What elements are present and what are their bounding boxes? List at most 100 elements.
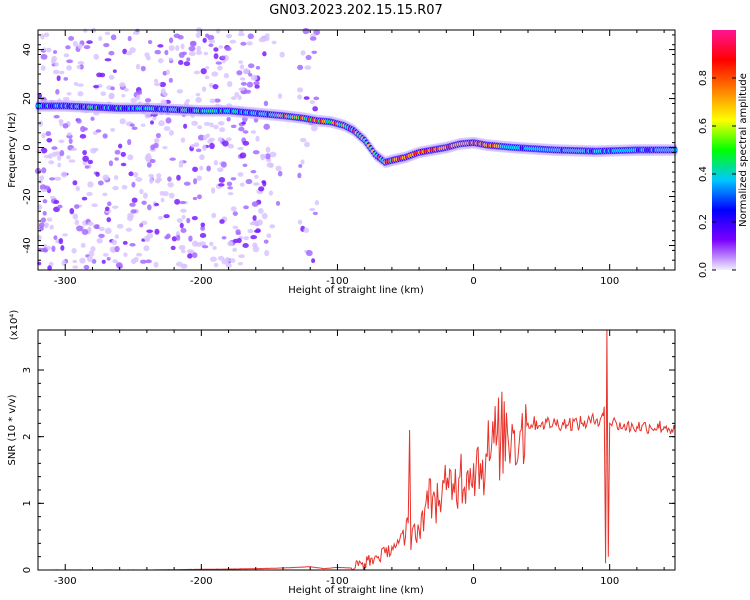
- spectrogram-noise-cell: [46, 245, 52, 250]
- snr-x-ticks: -300 -200 -100 0 100: [37, 330, 665, 587]
- spectrogram-noise-cell: [114, 234, 119, 239]
- spectrogram-noise-cell: [104, 58, 112, 62]
- spectrogram-noise-cell: [146, 162, 152, 168]
- spectrogram-noise-cell: [46, 137, 53, 143]
- spectrogram-noise-cell: [135, 63, 141, 70]
- spectrogram-noise-cell: [141, 200, 147, 205]
- spectrogram-noise-cell: [226, 33, 233, 39]
- spectrogram-noise-cell: [263, 100, 269, 107]
- spectrogram-noise-cell: [76, 83, 84, 87]
- spectrogram-noise-cell: [137, 90, 143, 95]
- spectrogram-noise-cell: [204, 33, 210, 38]
- spectrogram-noise-cell: [51, 146, 58, 150]
- spectrogram-noise-cell: [114, 149, 121, 155]
- spectrogram-noise-cell: [165, 69, 170, 75]
- spectrogram-noise-cell: [83, 127, 88, 131]
- spectrogram-noise-cell: [41, 133, 46, 139]
- spectrogram-noise-cell: [192, 252, 198, 259]
- spectrogram-noise-cell: [146, 229, 154, 233]
- spectrogram-noise-cell: [133, 171, 139, 178]
- spectrogram-noise-cell: [152, 115, 157, 121]
- spectrogram-noise-cell: [95, 224, 100, 230]
- spectrogram-noise-cell: [242, 130, 249, 134]
- spectrogram-noise-cell: [127, 35, 132, 42]
- spectrogram-noise-cell: [197, 134, 205, 141]
- spectrogram-noise-cell: [252, 215, 257, 221]
- spectrogram-noise-cell: [69, 207, 75, 215]
- spectrogram-noise-cell: [110, 34, 117, 41]
- spectrogram-noise-cell: [158, 58, 164, 64]
- spectrogram-noise-cell: [48, 261, 54, 267]
- spectrogram-noise-cell: [275, 165, 282, 172]
- spectrogram-noise-cell: [250, 169, 257, 174]
- spectrogram-noise-cell: [53, 200, 60, 205]
- spectrogram-noise-cell: [43, 32, 50, 38]
- snr-y-tick-label: 1: [22, 500, 33, 506]
- spectrogram-noise-cell: [79, 257, 86, 264]
- spectrogram-noise-cell: [197, 194, 202, 200]
- spectrogram-noise-cell: [237, 32, 245, 37]
- spectrogram-noise-cell: [139, 188, 144, 195]
- spectrogram-noise-cell: [72, 265, 79, 269]
- spectrogram-noise-cell: [237, 172, 244, 177]
- spectrogram-noise-cell: [176, 89, 184, 94]
- spectrogram-noise-cell: [102, 174, 110, 181]
- spectrogram-noise-cell: [312, 106, 318, 112]
- snr-y-tick-label: 0: [22, 567, 33, 573]
- spectrogram-noise-cell: [143, 192, 148, 199]
- spectrogram-noise-cell: [155, 132, 161, 139]
- spectrogram-noise-cell: [112, 259, 119, 264]
- spectrogram-noise-cell: [212, 84, 219, 90]
- spectrogram-noise-cell: [46, 47, 52, 53]
- spectrogram-marks: [34, 27, 678, 271]
- spectrogram-noise-cell: [279, 51, 285, 58]
- spectrogram-noise-cell: [111, 205, 119, 209]
- spectrogram-noise-cell: [186, 217, 191, 224]
- spectrogram-noise-cell: [304, 65, 312, 70]
- colorbar-ticks: 0.0 0.2 0.4 0.6 0.8: [698, 70, 736, 278]
- spectrogram-noise-cell: [250, 234, 258, 240]
- spectrogram-noise-cell: [264, 249, 270, 257]
- spectrogram-noise-cell: [202, 134, 208, 141]
- spectrogram-noise-cell: [62, 96, 70, 101]
- spectrogram-noise-cell: [96, 72, 103, 78]
- spectrogram-noise-cell: [196, 175, 202, 181]
- spectrogram-noise-cell: [195, 32, 201, 39]
- spectrogram-noise-cell: [226, 116, 231, 122]
- spectrogram-noise-cell: [213, 53, 219, 60]
- snr-y-label: SNR (10 * v/v): [7, 394, 18, 465]
- spectrogram-noise-cell: [255, 65, 261, 70]
- spectrogram-noise-cell: [129, 242, 136, 247]
- spectrogram-noise-cell: [119, 118, 126, 125]
- spectrogram-noise-cell: [227, 143, 235, 149]
- spectrogram-x-tick-label: -100: [326, 276, 349, 287]
- spectrogram-noise-cell: [217, 121, 225, 126]
- spectrogram-noise-cell: [263, 239, 269, 244]
- spectrogram-noise-cell: [62, 123, 69, 129]
- spectrogram-noise-cell: [131, 126, 138, 130]
- spectrogram-noise-cell: [176, 234, 181, 241]
- spectrogram-noise-cell: [192, 166, 198, 172]
- spectrogram-noise-cell: [42, 244, 48, 248]
- spectrogram-noise-cell: [200, 68, 207, 75]
- spectrogram-noise-cell: [206, 165, 211, 172]
- spectrogram-noise-cell: [309, 36, 317, 41]
- spectrogram-noise-cell: [180, 208, 187, 213]
- spectrogram-noise-cell: [208, 43, 214, 48]
- spectrogram-noise-cell: [230, 177, 237, 181]
- spectrogram-noise-cell: [42, 47, 47, 52]
- spectrogram-noise-cell: [51, 245, 56, 252]
- spectrogram-noise-cell: [46, 217, 53, 222]
- spectrogram-noise-cell: [88, 250, 95, 257]
- spectrogram-noise-cell: [232, 225, 239, 230]
- spectrogram-noise-cell: [195, 92, 201, 97]
- spectrogram-noise-cell: [159, 81, 167, 88]
- spectrogram-noise-cell: [76, 225, 83, 232]
- spectrogram-noise-cell: [54, 176, 62, 181]
- spectrogram-noise-cell: [247, 63, 255, 69]
- spectrogram-noise-cell: [92, 147, 99, 152]
- spectrogram-noise-cell: [202, 144, 207, 151]
- spectrogram-noise-cell: [191, 240, 199, 247]
- spectrogram-noise-cell: [241, 121, 246, 125]
